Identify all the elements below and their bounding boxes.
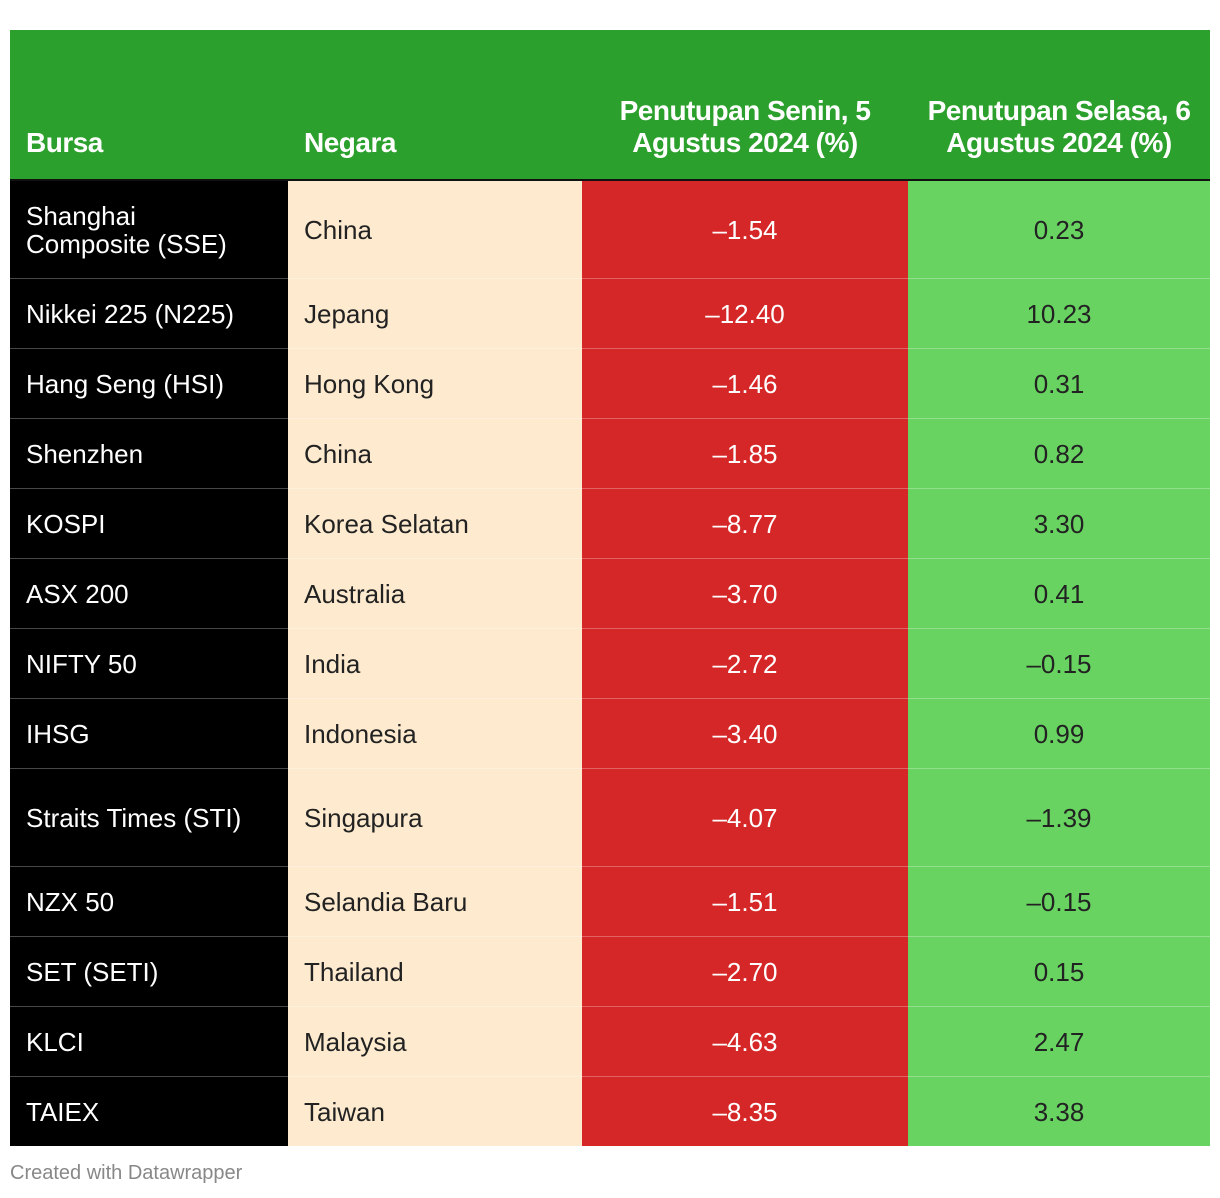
cell-bursa: KLCI bbox=[10, 1006, 288, 1077]
cell-tuesday-value: 0.99 bbox=[908, 698, 1210, 769]
cell-bursa: Hang Seng (HSI) bbox=[10, 348, 288, 419]
table-row: NZX 50 Selandia Baru –1.51 –0.15 bbox=[10, 866, 1210, 937]
datawrapper-credit[interactable]: Created with Datawrapper bbox=[10, 1162, 243, 1184]
table-row: Straits Times (STI) Singapura –4.07 –1.39 bbox=[10, 768, 1210, 867]
cell-tuesday-value: –0.15 bbox=[908, 866, 1210, 937]
cell-tuesday-value: 0.82 bbox=[908, 418, 1210, 489]
cell-monday-value: –1.54 bbox=[582, 179, 908, 279]
table-body: Shanghai Composite (SSE) China –1.54 0.23 Ni… bbox=[10, 179, 1210, 1146]
cell-bursa: ASX 200 bbox=[10, 558, 288, 629]
cell-bursa: NIFTY 50 bbox=[10, 628, 288, 699]
cell-negara: Korea Selatan bbox=[288, 488, 582, 559]
cell-negara: Hong Kong bbox=[288, 348, 582, 419]
header-negara[interactable]: Negara bbox=[288, 30, 582, 180]
cell-monday-value: –4.63 bbox=[582, 1006, 908, 1077]
cell-tuesday-value: –0.15 bbox=[908, 628, 1210, 699]
cell-monday-value: –1.51 bbox=[582, 866, 908, 937]
cell-negara: Thailand bbox=[288, 936, 582, 1007]
cell-bursa: SET (SETI) bbox=[10, 936, 288, 1007]
cell-tuesday-value: 3.30 bbox=[908, 488, 1210, 559]
cell-tuesday-value: 0.41 bbox=[908, 558, 1210, 629]
cell-negara: Malaysia bbox=[288, 1006, 582, 1077]
table-row: Shenzhen China –1.85 0.82 bbox=[10, 418, 1210, 489]
table-row: Nikkei 225 (N225) Jepang –12.40 10.23 bbox=[10, 278, 1210, 349]
header-tuesday-close[interactable]: Penutupan Selasa, 6 Agustus 2024 (%) bbox=[908, 30, 1210, 180]
table-row: KLCI Malaysia –4.63 2.47 bbox=[10, 1006, 1210, 1077]
cell-bursa: Nikkei 225 (N225) bbox=[10, 278, 288, 349]
cell-monday-value: –8.77 bbox=[582, 488, 908, 559]
header-row: Bursa Negara Penutupan Senin, 5 Agustus … bbox=[10, 30, 1210, 180]
table-row: KOSPI Korea Selatan –8.77 3.30 bbox=[10, 488, 1210, 559]
cell-monday-value: –2.72 bbox=[582, 628, 908, 699]
cell-bursa: Shenzhen bbox=[10, 418, 288, 489]
table-row: IHSG Indonesia –3.40 0.99 bbox=[10, 698, 1210, 769]
stock-index-table: Bursa Negara Penutupan Senin, 5 Agustus … bbox=[10, 30, 1210, 1146]
cell-negara: China bbox=[288, 179, 582, 279]
table-row: TAIEX Taiwan –8.35 3.38 bbox=[10, 1076, 1210, 1146]
table-row: NIFTY 50 India –2.72 –0.15 bbox=[10, 628, 1210, 699]
cell-bursa: TAIEX bbox=[10, 1076, 288, 1146]
cell-bursa: Straits Times (STI) bbox=[10, 768, 288, 867]
cell-monday-value: –1.85 bbox=[582, 418, 908, 489]
table-row: ASX 200 Australia –3.70 0.41 bbox=[10, 558, 1210, 629]
cell-negara: Taiwan bbox=[288, 1076, 582, 1146]
cell-monday-value: –3.70 bbox=[582, 558, 908, 629]
cell-tuesday-value: 0.23 bbox=[908, 179, 1210, 279]
cell-tuesday-value: 3.38 bbox=[908, 1076, 1210, 1146]
cell-monday-value: –12.40 bbox=[582, 278, 908, 349]
data-table-container: Bursa Negara Penutupan Senin, 5 Agustus … bbox=[10, 30, 1210, 1146]
cell-negara: China bbox=[288, 418, 582, 489]
cell-negara: Australia bbox=[288, 558, 582, 629]
cell-bursa: Shanghai Composite (SSE) bbox=[10, 179, 288, 279]
cell-tuesday-value: 2.47 bbox=[908, 1006, 1210, 1077]
cell-negara: Selandia Baru bbox=[288, 866, 582, 937]
header-bursa[interactable]: Bursa bbox=[10, 30, 288, 180]
cell-monday-value: –2.70 bbox=[582, 936, 908, 1007]
cell-tuesday-value: 0.15 bbox=[908, 936, 1210, 1007]
table-row: Hang Seng (HSI) Hong Kong –1.46 0.31 bbox=[10, 348, 1210, 419]
cell-monday-value: –3.40 bbox=[582, 698, 908, 769]
cell-monday-value: –8.35 bbox=[582, 1076, 908, 1146]
cell-negara: India bbox=[288, 628, 582, 699]
table-row: Shanghai Composite (SSE) China –1.54 0.23 bbox=[10, 179, 1210, 279]
cell-tuesday-value: 10.23 bbox=[908, 278, 1210, 349]
cell-bursa: KOSPI bbox=[10, 488, 288, 559]
cell-bursa: IHSG bbox=[10, 698, 288, 769]
cell-tuesday-value: –1.39 bbox=[908, 768, 1210, 867]
cell-negara: Singapura bbox=[288, 768, 582, 867]
cell-monday-value: –4.07 bbox=[582, 768, 908, 867]
table-row: SET (SETI) Thailand –2.70 0.15 bbox=[10, 936, 1210, 1007]
header-monday-close[interactable]: Penutupan Senin, 5 Agustus 2024 (%) bbox=[582, 30, 908, 180]
cell-bursa: NZX 50 bbox=[10, 866, 288, 937]
cell-tuesday-value: 0.31 bbox=[908, 348, 1210, 419]
cell-negara: Jepang bbox=[288, 278, 582, 349]
cell-monday-value: –1.46 bbox=[582, 348, 908, 419]
cell-negara: Indonesia bbox=[288, 698, 582, 769]
